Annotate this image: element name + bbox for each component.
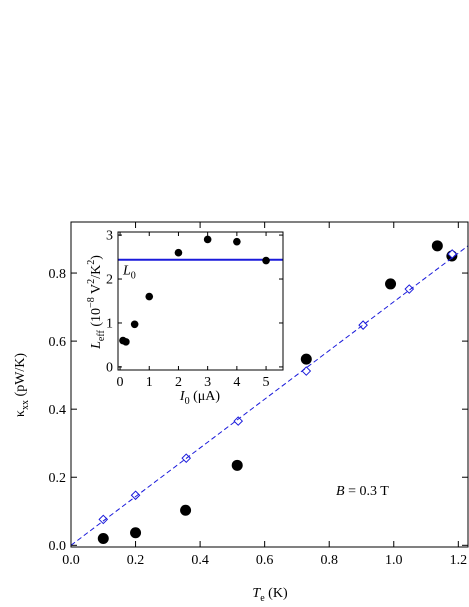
data-point [98,514,109,525]
x-axis-label: I0 (μA) [179,389,220,407]
annotation: B = 0.3 T [336,484,389,499]
y-axis-label-part: (pW/K) [13,353,28,400]
data-point [145,292,154,301]
x-tick-label: 0 [117,375,124,390]
x-tick-label: 5 [263,375,270,390]
data-point [97,532,109,544]
y-axis-label-part: −8 [86,297,97,308]
x-tick-label: 1 [146,375,153,390]
data-point [231,459,243,471]
data-line [70,245,469,546]
y-tick-label: 1 [106,317,113,332]
data-point [203,235,212,244]
y-axis-label-part: 2 [86,279,97,284]
x-axis-label-part: T [252,586,261,601]
y-axis-label-part: κ [13,410,28,417]
y-axis-label-part: eff [96,329,107,341]
data-point [233,237,241,246]
data-point [130,527,142,539]
data-point [130,490,141,501]
y-tick-label: 2 [106,273,113,288]
data-point [385,278,397,290]
annotation-part: B [336,484,345,499]
y-tick-label: 0.4 [49,403,67,418]
x-axis-label-part: I [179,389,186,404]
y-tick-label: 0.8 [49,267,67,282]
x-tick-label: 1.2 [450,553,468,568]
y-axis-label-part: (10 [89,308,104,330]
plot-frame [70,221,469,548]
y-axis-label: κxx (pW/K) [13,353,31,418]
data-point [300,353,312,365]
data-point [174,248,183,257]
x-tick-label: 0.4 [191,553,209,568]
y-axis-label-part: V [89,284,104,297]
y-axis-label-part: L [89,341,104,350]
x-tick-label: 4 [233,375,240,390]
y-axis-label-part: ) [89,255,104,260]
x-axis-label: Te (K) [252,586,288,604]
reference-label: L0 [122,264,136,282]
plot-frame [117,231,284,371]
plot-area [118,232,283,370]
data-point [262,256,270,265]
data-point [233,416,244,426]
y-axis-label-part: 2 [86,260,97,265]
data-point [431,240,443,252]
reference-label-part: L [122,264,131,279]
reference-label-part: 0 [131,271,136,282]
x-tick-label: 0.6 [256,553,274,568]
x-tick-label: 1.0 [385,553,403,568]
x-axis-label-part: 0 [185,396,190,407]
x-axis-label-part: (μA) [190,389,221,404]
y-tick-label: 3 [106,229,113,244]
data-point [122,338,130,346]
y-tick-label: 0 [106,360,113,375]
x-tick-label: 0.0 [62,553,80,568]
y-tick-label: 0.0 [49,539,67,554]
y-tick-label: 0.2 [49,471,67,486]
x-axis-label-part: (K) [265,586,288,601]
x-tick-label: 3 [204,375,211,390]
x-tick-label: 0.2 [127,553,145,568]
y-tick-label: 0.6 [49,335,67,350]
y-axis-label-part: /K [89,265,104,279]
data-point [130,320,139,329]
x-tick-label: 0.8 [320,553,338,568]
x-tick-label: 2 [175,375,182,390]
data-point [180,504,192,516]
x-axis-label-part: e [260,593,265,604]
y-axis-label-part: xx [20,400,31,410]
y-axis-label: Leff (10−8 V2/K2) [86,255,107,350]
annotation-part: = 0.3 T [345,484,390,499]
